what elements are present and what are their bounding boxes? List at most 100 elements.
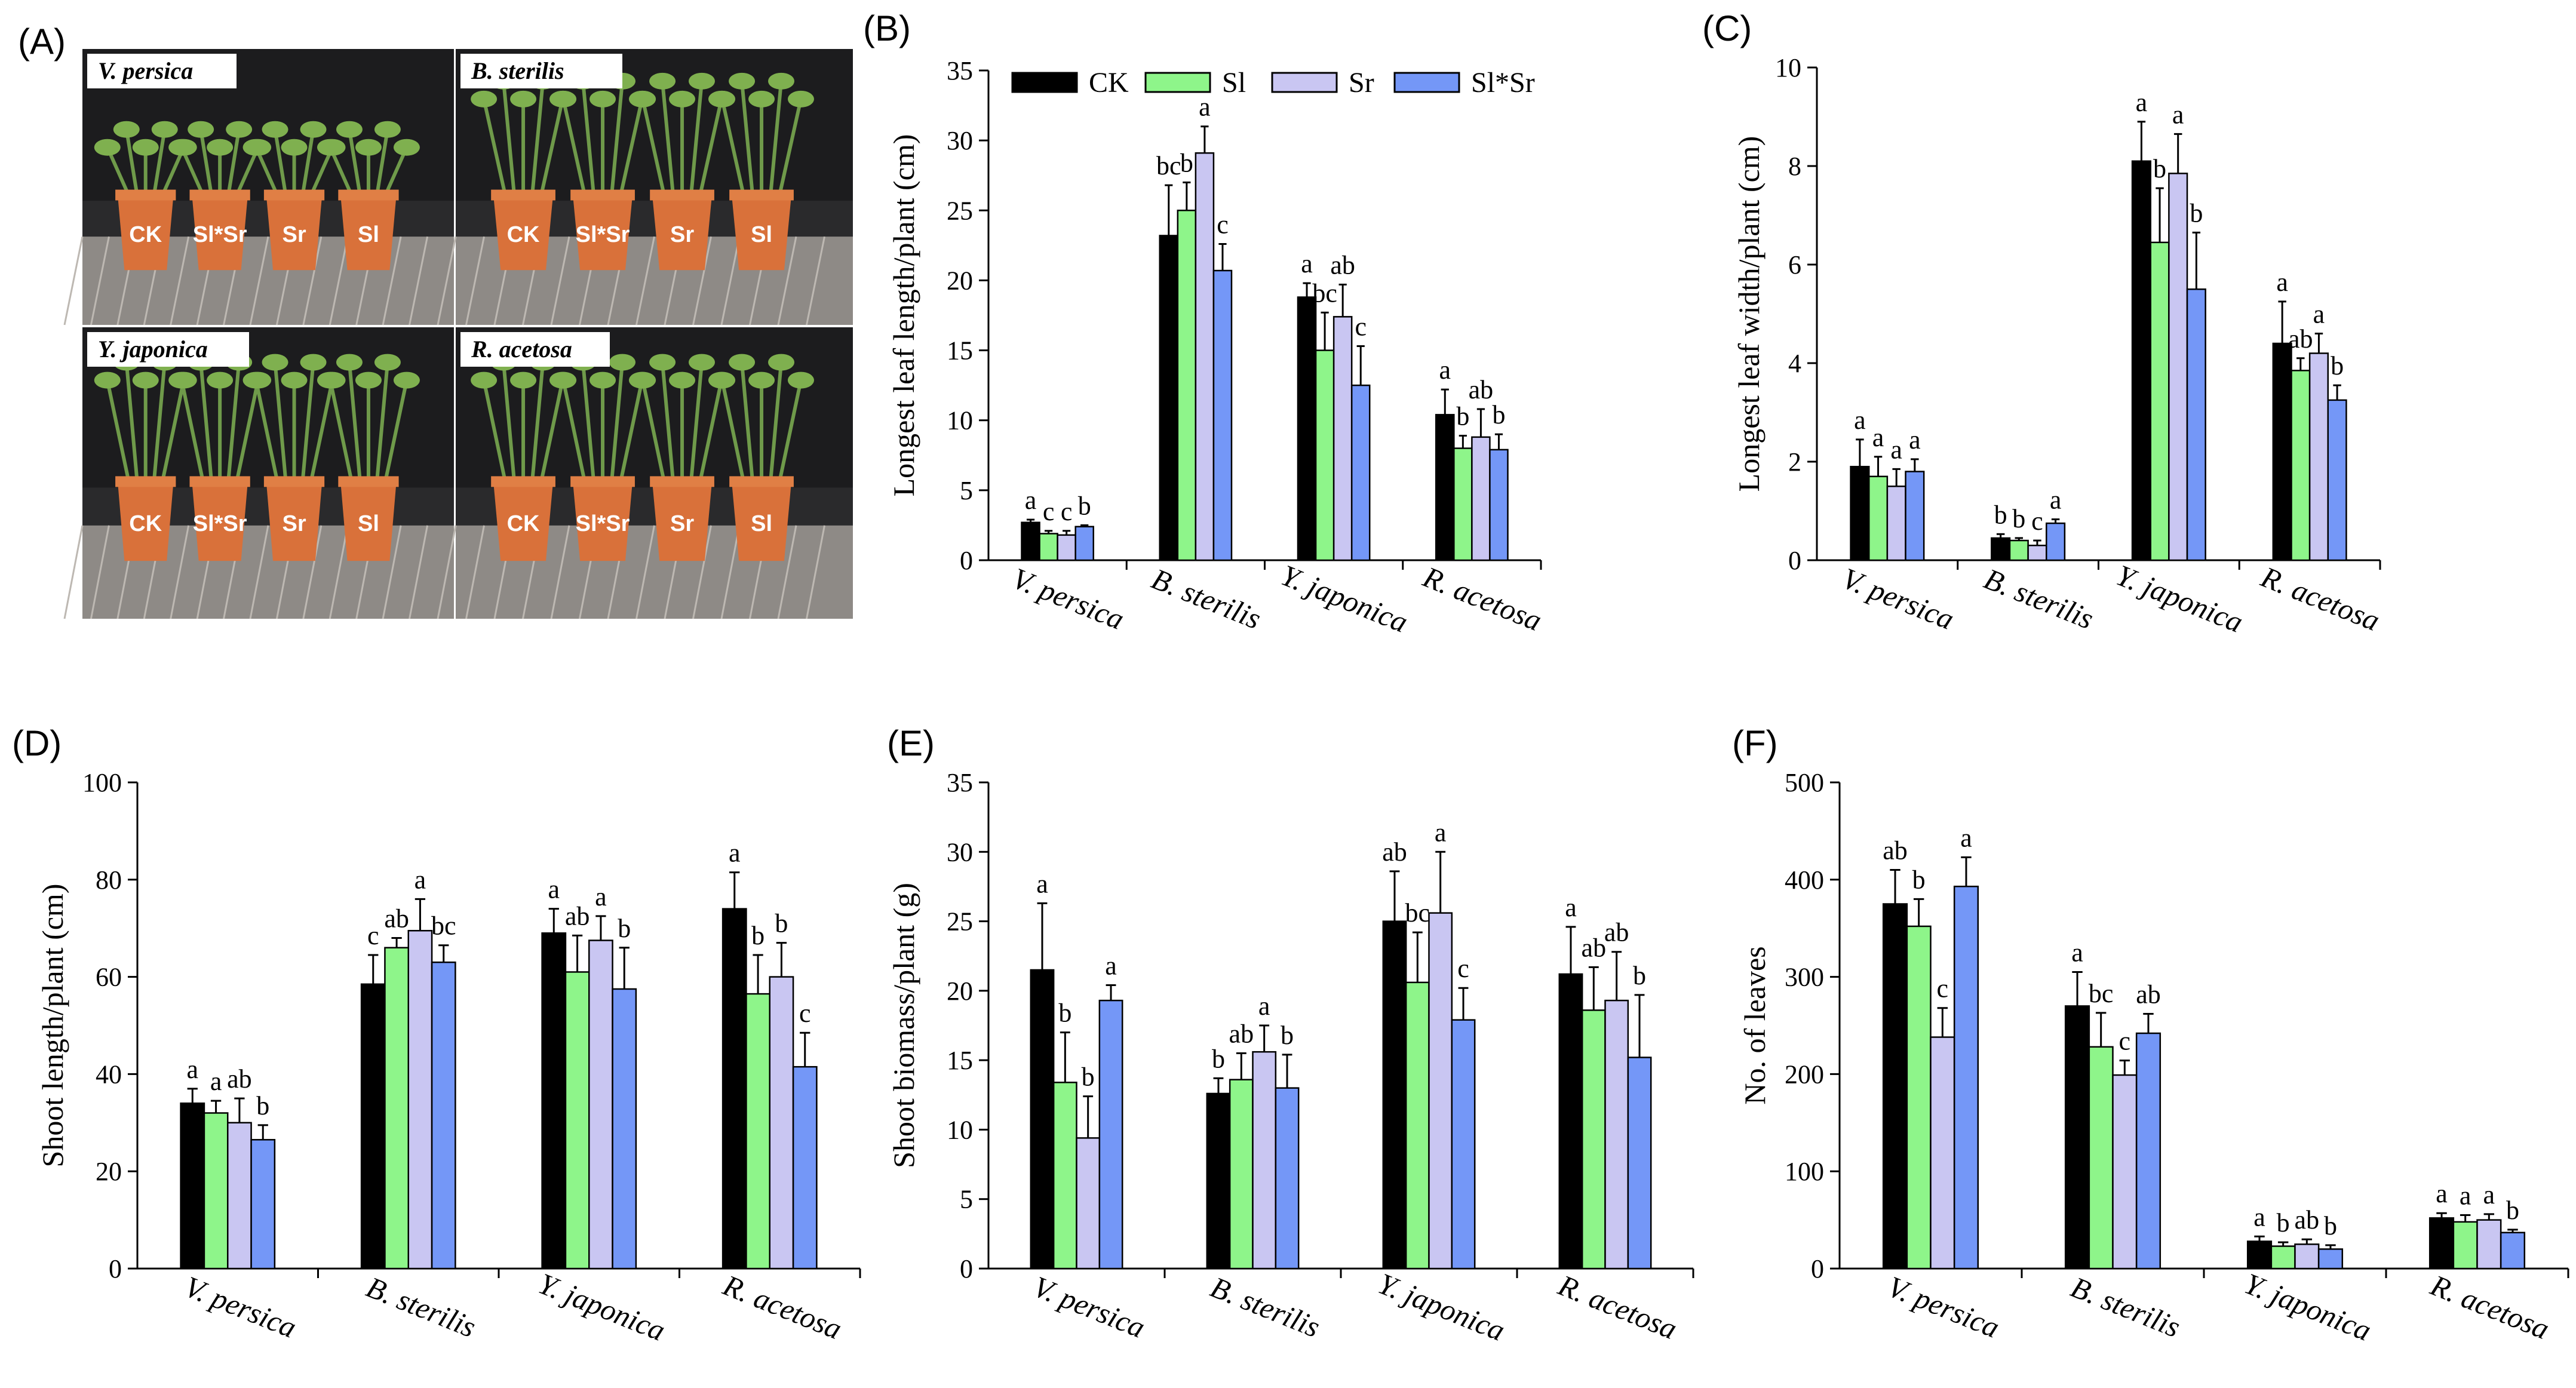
pot-body [266, 482, 323, 561]
significance-label: c [1937, 974, 1949, 1003]
photo-r-acetosa: CK Sl*Sr Sr Sl R. acetosa [437, 327, 853, 619]
plant-stem [530, 362, 545, 483]
plant-leaf [207, 139, 234, 156]
significance-label: a [2276, 268, 2288, 297]
pot-sl: Sl [709, 354, 814, 561]
plant-leaf [609, 354, 636, 371]
plant-stem [689, 362, 704, 483]
bar-ck-v-persica [1850, 466, 1870, 561]
plant-leaf [709, 90, 736, 108]
panel-letter-f: (F) [1732, 723, 1778, 763]
plant-leaf [729, 72, 756, 90]
species-label-box [460, 54, 622, 88]
significance-label: b [751, 921, 764, 950]
category-label-y-japonica: Y. japonica [534, 1266, 670, 1347]
plant-stem [641, 379, 667, 483]
plant-stem [720, 379, 746, 483]
plant-stem [226, 129, 241, 196]
bar-sl-sr-b-sterilis [431, 961, 456, 1270]
plant-leaf [226, 121, 253, 138]
bar-sl-y-japonica [564, 971, 590, 1270]
significance-label: b [2190, 198, 2203, 228]
photo-panel: (A) CK Sl*Sr Sr Sl V. persica CK Sl*Sr Sr Sl B. s… [18, 22, 853, 619]
y-axis-title: Longest leaf width/plant (cm) [1732, 136, 1766, 492]
bar-ck-r-acetosa [1558, 973, 1583, 1270]
pot-rim [263, 189, 325, 201]
plant-stem [778, 379, 803, 483]
legend-swatch [1011, 72, 1078, 93]
significance-label: b [1492, 400, 1505, 429]
legend-label: Sl*Sr [1471, 67, 1535, 99]
significance-label: a [1909, 425, 1921, 455]
category-label-b-sterilis: B. sterilis [362, 1270, 481, 1344]
category-label-r-acetosa: R. acetosa [2256, 560, 2384, 637]
bench-wire [170, 236, 190, 325]
pot-label: Sr [670, 511, 694, 536]
plant-leaf [132, 139, 159, 156]
species-label: B. sterilis [471, 57, 564, 84]
significance-label: c [1061, 497, 1073, 526]
bar-sl-sr-y-japonica [2317, 1248, 2344, 1270]
plant-leaf [151, 121, 178, 138]
plant-stem [199, 362, 214, 483]
pot-sl-sr: Sl*Sr [550, 72, 655, 271]
pot-rim [650, 476, 714, 487]
significance-label: bc [1405, 898, 1430, 928]
y-tick-label: 500 [1785, 768, 1824, 797]
pot-rim [338, 189, 399, 201]
category-label-r-acetosa: R. acetosa [718, 1268, 846, 1346]
y-tick-label: 5 [960, 476, 973, 505]
category-label-r-acetosa: R. acetosa [1553, 1268, 1682, 1346]
significance-label: a [2313, 300, 2325, 329]
significance-label: b [1994, 500, 2007, 529]
bench-wire [465, 525, 485, 619]
significance-label: b [1180, 148, 1193, 177]
category-label-v-persica: V. persica [180, 1270, 301, 1344]
category-label-y-japonica: Y. japonica [1374, 1266, 1510, 1347]
bench-wire [720, 525, 741, 619]
y-tick-label: 0 [1788, 546, 1801, 575]
bar-sl-sr-r-acetosa [1489, 449, 1509, 561]
pot-label: Sl [358, 511, 379, 536]
bar-sl-b-sterilis [2088, 1046, 2114, 1270]
bar-sl-sr-y-japonica [1350, 384, 1371, 561]
bar-ck-r-acetosa [1435, 414, 1455, 561]
plant-stem [309, 379, 334, 483]
plant-stem [254, 379, 280, 483]
significance-label: a [2483, 1180, 2495, 1209]
bar-sr-y-japonica [2168, 173, 2188, 561]
pot-label: CK [507, 222, 540, 247]
chart-e: (E) 0 5 10 15 20 25 30 35 Shoot biomass/plant (g)… [887, 723, 1694, 1347]
significance-label: a [2460, 1181, 2471, 1210]
bar-sl-b-sterilis [1177, 210, 1197, 561]
bar-ck-v-persica [1882, 903, 1908, 1270]
significance-label: a [2253, 1202, 2265, 1232]
category-label-v-persica: V. persica [1838, 561, 1959, 636]
bench-wire [249, 525, 269, 619]
plant-stem [152, 129, 167, 196]
y-tick-label: 400 [1785, 865, 1824, 895]
bar-sl-v-persica [1039, 533, 1058, 561]
significance-label: b [1281, 1021, 1294, 1050]
plant-stem [199, 129, 214, 196]
plant-stem [610, 362, 625, 483]
plant-leaf [300, 121, 327, 138]
y-tick-label: 8 [1788, 152, 1801, 181]
plant-leaf [510, 371, 537, 389]
significance-label: c [367, 921, 379, 950]
y-tick-label: 25 [947, 196, 973, 225]
plant-stem [160, 379, 186, 483]
pot-sr: Sr [242, 354, 346, 561]
category-label-y-japonica: Y. japonica [2112, 558, 2248, 639]
plant-stem [661, 81, 676, 196]
plant-stem [383, 379, 409, 483]
pot-rim [115, 476, 176, 487]
plant-stem [698, 99, 723, 196]
plant-leaf [748, 371, 775, 389]
plant-leaf [207, 371, 234, 389]
legend-label: Sl [1222, 67, 1246, 99]
plant-stem [689, 81, 704, 196]
plant-leaf [709, 371, 736, 389]
significance-label: a [2436, 1179, 2448, 1208]
significance-label: a [2071, 938, 2083, 967]
